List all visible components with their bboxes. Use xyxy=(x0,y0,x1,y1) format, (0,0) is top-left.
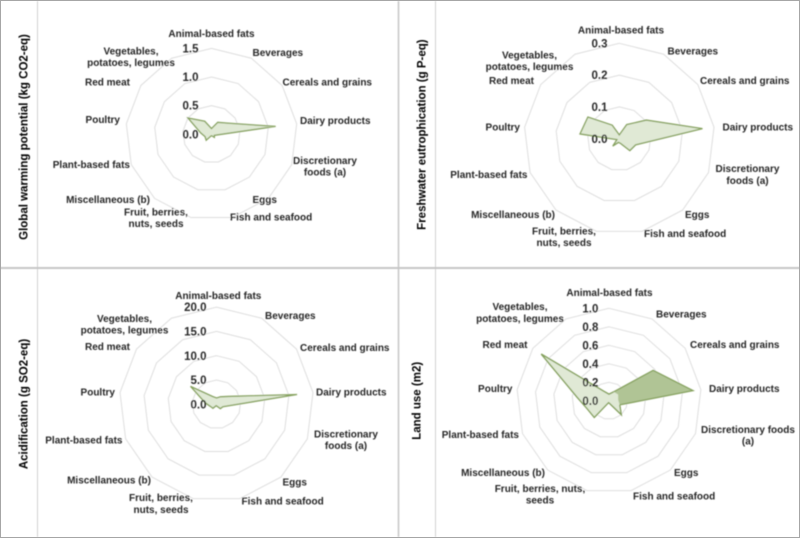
svg-text:0.5: 0.5 xyxy=(183,101,200,113)
svg-text:Red meat: Red meat xyxy=(482,340,528,351)
svg-text:Fish and seafood: Fish and seafood xyxy=(230,213,312,224)
svg-text:Plant-based fats: Plant-based fats xyxy=(45,436,123,447)
svg-text:Animal-based fats: Animal-based fats xyxy=(168,29,255,40)
svg-text:Animal-based fats: Animal-based fats xyxy=(566,288,653,299)
svg-text:potatoes, legumes: potatoes, legumes xyxy=(486,62,574,73)
svg-text:0.3: 0.3 xyxy=(592,38,608,50)
svg-text:Dairy products: Dairy products xyxy=(300,116,371,127)
svg-text:0.8: 0.8 xyxy=(582,322,599,334)
svg-text:Cereals and grains: Cereals and grains xyxy=(700,76,790,87)
svg-text:Animal-based fats: Animal-based fats xyxy=(175,291,262,302)
svg-text:foods (a): foods (a) xyxy=(325,441,367,452)
svg-text:Dairy products: Dairy products xyxy=(316,388,387,399)
svg-text:Fruit, berries,: Fruit, berries, xyxy=(124,208,188,219)
svg-text:Discretionary: Discretionary xyxy=(314,429,378,440)
svg-text:Vegetables,: Vegetables, xyxy=(97,314,152,325)
svg-text:Poultry: Poultry xyxy=(81,388,116,399)
svg-text:Dairy products: Dairy products xyxy=(723,122,794,133)
svg-text:0.0: 0.0 xyxy=(592,134,608,146)
svg-text:Beverages: Beverages xyxy=(265,311,316,322)
svg-text:Plant-based fats: Plant-based fats xyxy=(442,430,520,441)
svg-text:seeds: seeds xyxy=(526,496,555,507)
svg-text:Vegetables,: Vegetables, xyxy=(492,302,547,313)
svg-text:5.0: 5.0 xyxy=(191,375,207,387)
svg-text:0.0: 0.0 xyxy=(582,396,598,408)
svg-text:Miscellaneous (b): Miscellaneous (b) xyxy=(67,476,151,487)
svg-text:10.0: 10.0 xyxy=(184,351,206,363)
svg-text:Dairy products: Dairy products xyxy=(709,384,780,395)
svg-text:Miscellaneous (b): Miscellaneous (b) xyxy=(66,195,150,206)
svg-text:Fruit, berries,: Fruit, berries, xyxy=(532,227,596,238)
svg-text:Eggs: Eggs xyxy=(283,478,308,489)
svg-text:Miscellaneous (b): Miscellaneous (b) xyxy=(461,468,545,479)
svg-text:(a): (a) xyxy=(742,437,754,448)
svg-text:20.0: 20.0 xyxy=(184,302,206,314)
svg-text:Red meat: Red meat xyxy=(85,77,131,88)
svg-text:potatoes, legumes: potatoes, legumes xyxy=(81,326,169,337)
svg-text:Poultry: Poultry xyxy=(478,384,513,395)
svg-text:1.0: 1.0 xyxy=(582,303,598,315)
svg-text:Cereals and grains: Cereals and grains xyxy=(283,77,373,88)
svg-text:Eggs: Eggs xyxy=(674,468,699,479)
svg-text:15.0: 15.0 xyxy=(184,327,206,339)
svg-text:0.2: 0.2 xyxy=(592,70,608,82)
svg-text:0.0: 0.0 xyxy=(191,399,207,411)
svg-text:Fruit, berries,: Fruit, berries, xyxy=(129,493,193,504)
svg-text:potatoes, legumes: potatoes, legumes xyxy=(87,58,175,69)
svg-text:Discretionary foods: Discretionary foods xyxy=(701,425,795,436)
svg-text:Fruit, berries, nuts,: Fruit, berries, nuts, xyxy=(495,484,586,495)
svg-text:Beverages: Beverages xyxy=(656,310,707,321)
svg-text:Discretionary: Discretionary xyxy=(293,156,357,167)
svg-text:Acidification (g SO2-eq): Acidification (g SO2-eq) xyxy=(19,339,31,470)
svg-text:Global warming potential (kg C: Global warming potential (kg CO2-eq) xyxy=(19,34,31,240)
svg-text:nuts, seeds: nuts, seeds xyxy=(133,505,188,516)
svg-text:Eggs: Eggs xyxy=(253,195,278,206)
svg-text:1.0: 1.0 xyxy=(183,72,199,84)
svg-text:Fish and seafood: Fish and seafood xyxy=(633,492,715,503)
svg-text:Miscellaneous (b): Miscellaneous (b) xyxy=(471,210,555,221)
svg-text:Plant-based fats: Plant-based fats xyxy=(450,170,528,181)
svg-text:Vegetables,: Vegetables, xyxy=(103,47,158,58)
svg-text:0.0: 0.0 xyxy=(183,129,199,141)
svg-text:1.5: 1.5 xyxy=(183,44,200,56)
svg-text:Fish and seafood: Fish and seafood xyxy=(644,229,726,240)
svg-text:0.4: 0.4 xyxy=(582,359,599,371)
svg-text:Red meat: Red meat xyxy=(489,76,535,87)
svg-text:Beverages: Beverages xyxy=(668,46,719,57)
svg-text:Animal-based fats: Animal-based fats xyxy=(578,26,665,37)
svg-text:0.6: 0.6 xyxy=(582,340,598,352)
svg-text:Freshwater eutrophication (g P: Freshwater eutrophication (g P-eq) xyxy=(417,39,429,230)
svg-text:foods (a): foods (a) xyxy=(726,176,768,187)
svg-text:Eggs: Eggs xyxy=(685,210,710,221)
svg-text:0.2: 0.2 xyxy=(582,377,598,389)
svg-text:nuts, seeds: nuts, seeds xyxy=(536,238,591,249)
svg-text:Poultry: Poultry xyxy=(486,122,521,133)
svg-text:foods (a): foods (a) xyxy=(304,168,346,179)
svg-text:Poultry: Poultry xyxy=(86,115,121,126)
svg-text:Cereals and grains: Cereals and grains xyxy=(300,343,390,354)
svg-text:Plant-based fats: Plant-based fats xyxy=(53,160,131,171)
svg-text:potatoes, legumes: potatoes, legumes xyxy=(476,314,564,325)
svg-text:nuts, seeds: nuts, seeds xyxy=(128,219,183,230)
svg-text:Discretionary: Discretionary xyxy=(716,164,780,175)
svg-text:Beverages: Beverages xyxy=(253,48,304,59)
svg-text:0.1: 0.1 xyxy=(592,102,609,114)
svg-text:Land use (m2): Land use (m2) xyxy=(412,362,424,440)
svg-text:Fish and seafood: Fish and seafood xyxy=(242,497,324,508)
svg-text:Vegetables,: Vegetables, xyxy=(502,51,557,62)
svg-text:Red meat: Red meat xyxy=(85,342,131,353)
svg-text:Cereals and grains: Cereals and grains xyxy=(690,340,780,351)
